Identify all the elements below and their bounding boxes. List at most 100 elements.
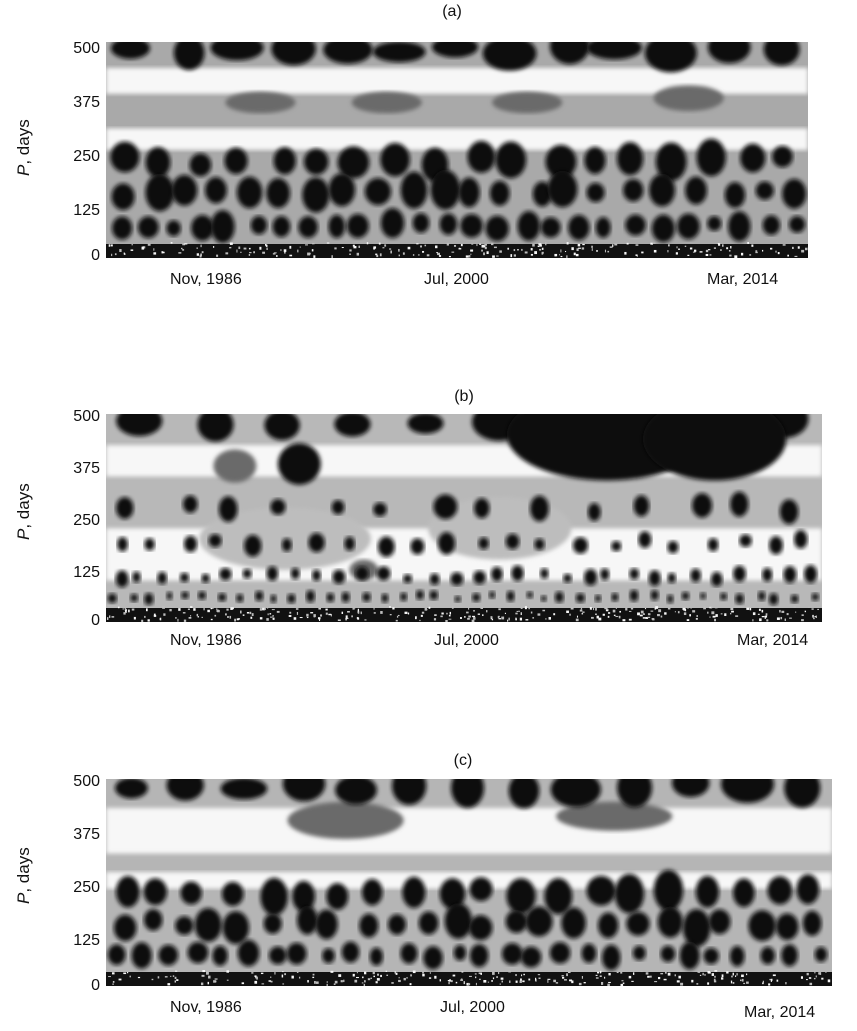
noise-speck <box>626 242 629 245</box>
noise-speck <box>208 975 211 979</box>
noise-speck <box>595 613 597 616</box>
dark-blob <box>224 147 248 175</box>
noise-speck <box>640 970 643 973</box>
noise-speck <box>604 249 607 253</box>
dark-blob <box>788 216 806 233</box>
noise-speck <box>422 971 424 974</box>
noise-speck <box>213 246 215 248</box>
noise-speck <box>129 975 131 978</box>
noise-speck <box>781 610 785 613</box>
dark-blob <box>116 414 163 437</box>
noise-speck <box>566 973 568 977</box>
dark-blob <box>453 944 467 961</box>
noise-speck <box>272 615 274 617</box>
noise-speck <box>187 608 190 610</box>
noise-speck <box>722 244 724 247</box>
noise-speck <box>569 979 573 982</box>
dark-blob <box>584 568 598 586</box>
dark-blob <box>695 875 720 908</box>
noise-speck <box>270 980 273 983</box>
noise-speck <box>481 244 485 248</box>
noise-speck <box>266 607 269 609</box>
noise-speck <box>607 615 610 618</box>
noise-speck <box>424 244 427 247</box>
dark-blob <box>337 146 370 179</box>
noise-speck <box>705 249 709 253</box>
dark-blob <box>263 913 282 934</box>
noise-speck <box>338 974 342 977</box>
dark-blob <box>115 497 134 520</box>
noise-speck <box>811 608 814 610</box>
dark-blob <box>328 214 346 239</box>
noise-speck <box>545 242 547 246</box>
noise-speck <box>704 973 706 976</box>
dark-blob <box>281 538 292 552</box>
noise-speck <box>590 607 592 610</box>
noise-speck <box>575 253 579 257</box>
noise-speck <box>112 981 115 983</box>
dark-blob <box>748 910 776 942</box>
noise-speck <box>153 614 157 617</box>
dark-blob <box>110 141 140 173</box>
noise-speck <box>695 618 698 620</box>
noise-speck <box>755 251 758 254</box>
noise-speck <box>728 250 731 252</box>
dark-blob <box>144 538 155 551</box>
noise-speck <box>153 248 155 251</box>
noise-speck <box>169 608 172 612</box>
noise-speck <box>602 613 605 616</box>
noise-speck <box>732 972 734 976</box>
noise-speck <box>729 254 732 257</box>
dark-blob <box>260 877 288 916</box>
heatmap-plot <box>106 42 808 258</box>
dark-blob <box>666 594 674 604</box>
noise-speck <box>692 251 696 253</box>
dark-blob <box>561 907 586 939</box>
noise-speck <box>226 979 229 981</box>
noise-speck <box>535 978 537 982</box>
noise-speck <box>513 249 516 252</box>
noise-speck <box>468 615 471 618</box>
noise-speck <box>422 973 425 977</box>
dark-blob <box>180 881 202 905</box>
dark-blob <box>179 572 190 583</box>
noise-speck <box>545 618 547 620</box>
noise-speck <box>190 615 192 617</box>
dark-blob <box>437 532 456 555</box>
dark-blob <box>208 533 222 548</box>
noise-speck <box>752 619 754 622</box>
dark-blob <box>220 779 268 800</box>
noise-speck <box>253 251 255 254</box>
noise-speck <box>389 248 392 250</box>
noise-speck <box>172 975 175 977</box>
noise-speck <box>299 617 303 619</box>
noise-speck <box>687 254 690 256</box>
dark-blob <box>270 499 286 515</box>
noise-speck <box>334 980 338 984</box>
noise-speck <box>337 619 341 621</box>
noise-speck <box>699 251 703 253</box>
noise-speck <box>537 974 541 976</box>
dark-blob <box>696 138 726 177</box>
noise-speck <box>159 617 162 621</box>
dark-blob <box>651 214 676 243</box>
noise-speck <box>373 612 376 614</box>
dark-blob <box>629 568 640 580</box>
noise-speck <box>657 976 661 980</box>
dark-blob <box>549 942 571 964</box>
noise-speck <box>202 970 206 973</box>
dark-blob <box>489 180 510 206</box>
noise-speck <box>420 245 423 248</box>
panel-title: (b) <box>454 388 474 405</box>
noise-speck <box>713 247 717 249</box>
noise-speck <box>429 972 431 974</box>
noise-speck <box>498 618 502 620</box>
dark-blob <box>423 946 443 970</box>
dark-blob <box>469 877 493 902</box>
noise-speck <box>504 612 507 615</box>
noise-speck <box>178 252 182 254</box>
dark-blob <box>107 593 117 604</box>
dark-blob <box>597 912 619 939</box>
noise-speck <box>660 615 663 618</box>
noise-speck <box>639 614 643 617</box>
